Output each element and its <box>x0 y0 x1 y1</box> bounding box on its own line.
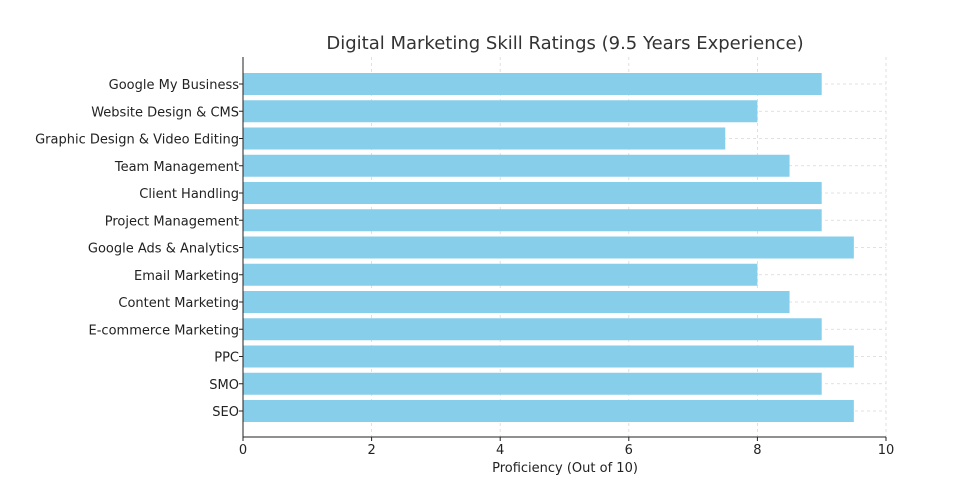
bar <box>243 100 758 123</box>
y-tick-label: Content Marketing <box>118 296 239 311</box>
x-tick-label: 4 <box>496 443 504 458</box>
bar <box>243 372 822 395</box>
y-tick-label: SEO <box>212 405 239 420</box>
y-tick-label: Graphic Design & Video Editing <box>35 133 239 148</box>
x-tick-label: 0 <box>239 443 247 458</box>
bar <box>243 182 822 204</box>
y-tick-label: E-commerce Marketing <box>89 323 239 338</box>
chart-title: Digital Marketing Skill Ratings (9.5 Yea… <box>326 33 803 54</box>
x-axis-label: Proficiency (Out of 10) <box>492 461 638 476</box>
bar <box>243 73 822 95</box>
y-tick-label: Google Ads & Analytics <box>88 242 239 257</box>
x-tick-label: 6 <box>625 443 633 458</box>
x-tick-label: 10 <box>878 443 895 458</box>
y-tick-label: Google My Business <box>109 78 240 93</box>
bar-layer <box>243 73 854 422</box>
y-tick-label: SMO <box>209 378 239 393</box>
y-tick-label: Client Handling <box>139 187 239 202</box>
y-tick-label: Project Management <box>105 214 239 229</box>
bar <box>243 127 726 150</box>
bar <box>243 236 854 259</box>
y-tick-label: PPC <box>214 351 239 366</box>
y-tick-label: Email Marketing <box>134 269 239 284</box>
bar <box>243 209 822 232</box>
bar <box>243 400 854 422</box>
bar <box>243 318 822 341</box>
y-tick-label: Team Management <box>114 160 239 175</box>
x-tick-label: 2 <box>367 443 375 458</box>
bar <box>243 154 790 177</box>
bar <box>243 291 790 313</box>
y-tick-label: Website Design & CMS <box>91 105 239 120</box>
bar <box>243 263 758 286</box>
bar <box>243 345 854 368</box>
axis-layer: Google My Business Website Design & CMS Gr… <box>35 57 894 458</box>
x-tick-label: 8 <box>753 443 761 458</box>
